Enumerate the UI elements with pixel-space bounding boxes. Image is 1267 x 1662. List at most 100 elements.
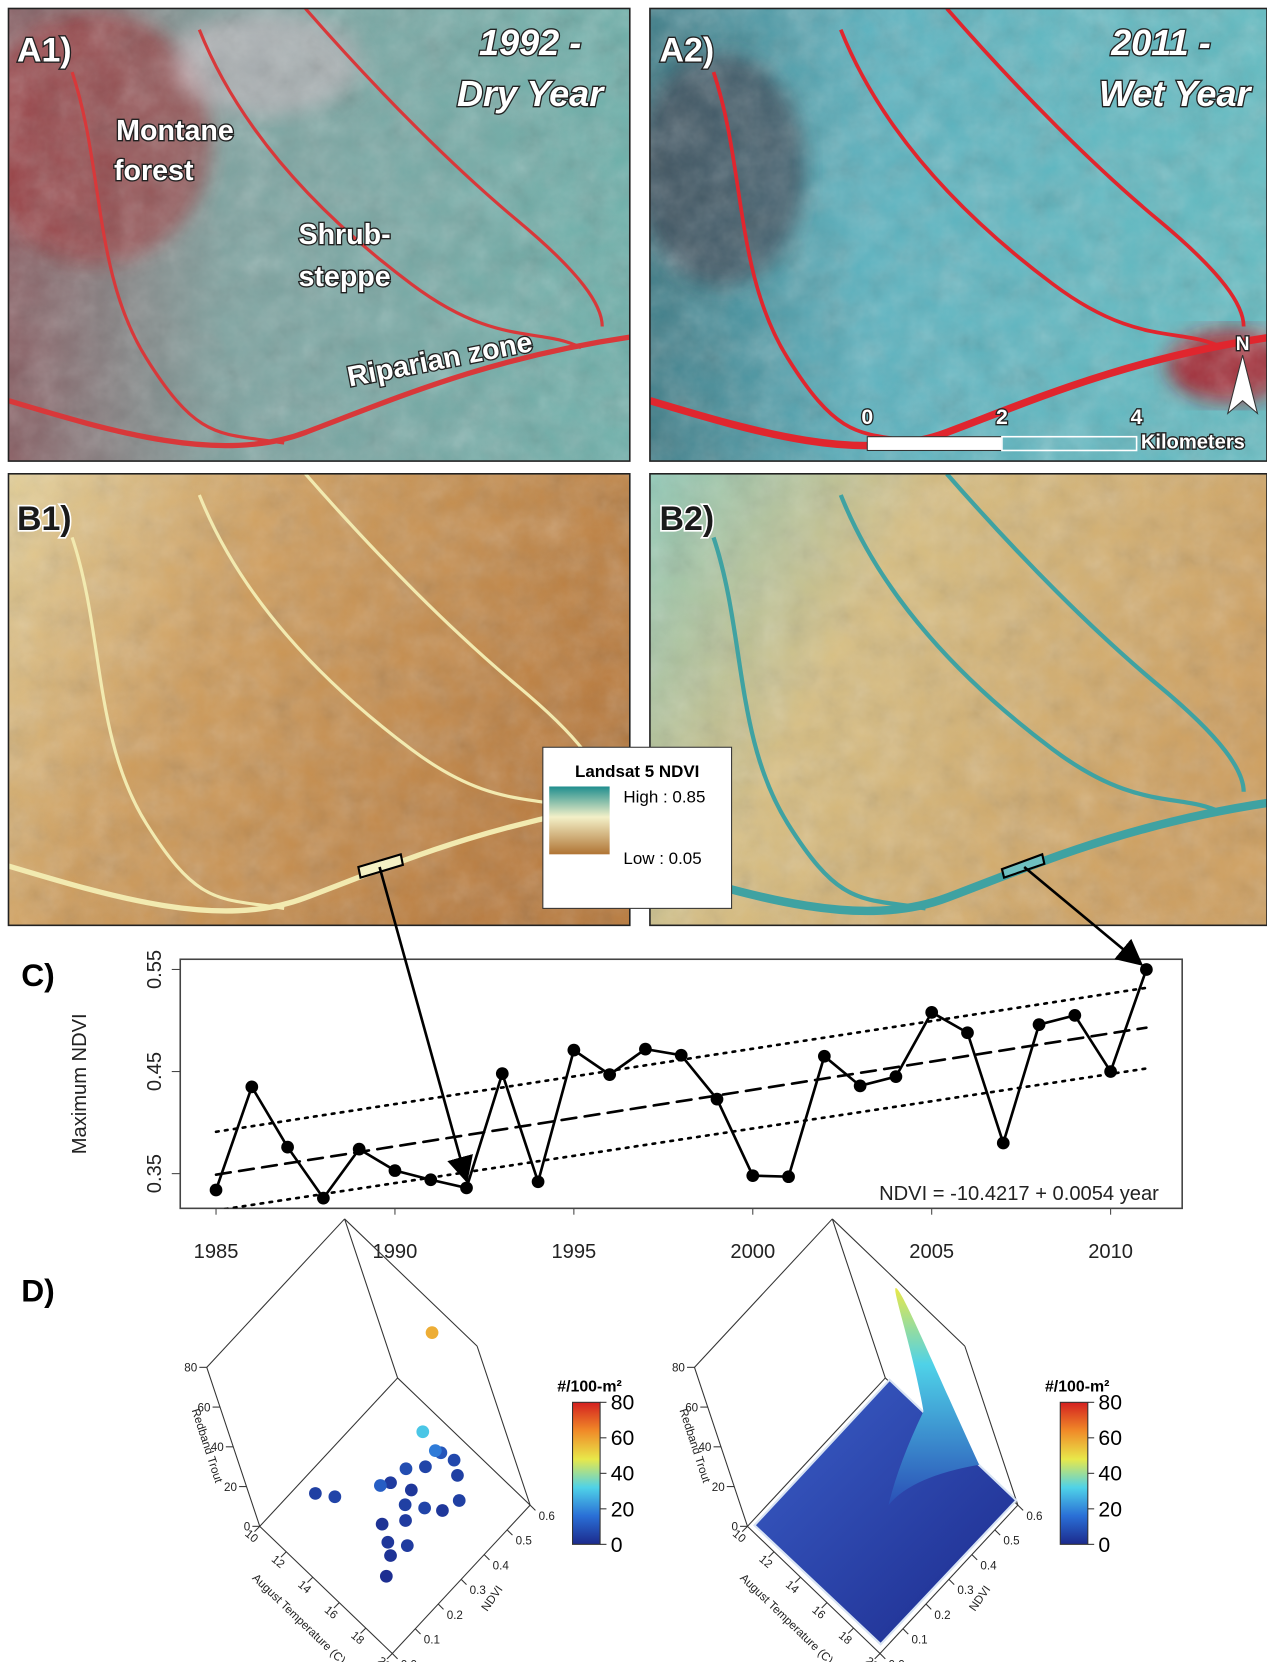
map-title: 1992 - xyxy=(479,22,581,63)
panel-label: D) xyxy=(21,1273,55,1309)
z-tick-label: 20 xyxy=(224,1481,237,1494)
y-tick-label: 0.35 xyxy=(144,1154,166,1193)
y-tick xyxy=(994,1529,1001,1536)
map-b1 xyxy=(8,473,630,926)
data-point xyxy=(639,1042,652,1056)
colorbar-tick-label: 40 xyxy=(1098,1463,1122,1486)
data-point xyxy=(328,1490,342,1504)
data-point xyxy=(451,1469,464,1482)
y-tick xyxy=(902,1628,909,1635)
z-tick-label: 80 xyxy=(184,1362,197,1375)
data-point xyxy=(374,1479,387,1492)
y-tick-label: 0.55 xyxy=(144,950,166,989)
z-tick-label: 0 xyxy=(731,1521,738,1534)
data-point xyxy=(352,1142,366,1156)
surface-peak xyxy=(888,1288,980,1506)
x-tick-label: 16 xyxy=(322,1604,340,1622)
colorbar-tick-label: 20 xyxy=(611,1498,635,1521)
box-edge xyxy=(747,1377,886,1527)
z-tick-label: 40 xyxy=(698,1441,711,1454)
x-tick-label: 2005 xyxy=(909,1241,954,1263)
y-tick-label: 0.45 xyxy=(144,1052,166,1091)
y-tick-label: 0.3 xyxy=(470,1584,486,1597)
data-point xyxy=(1068,1009,1082,1022)
scale-bar xyxy=(1001,435,1138,452)
panel-label: C) xyxy=(21,957,55,993)
map-texture xyxy=(8,8,630,462)
scale-label: 2 xyxy=(996,406,1008,429)
y-tick-label: 0.0 xyxy=(888,1658,905,1662)
data-point xyxy=(447,1453,461,1467)
data-point xyxy=(1104,1065,1117,1078)
y-tick xyxy=(437,1603,444,1610)
x-tick xyxy=(768,1551,775,1558)
map-annotation: steppe xyxy=(298,261,390,293)
annotation: NDVI = -10.4217 + 0.0054 year xyxy=(879,1183,1159,1205)
data-point xyxy=(674,1048,688,1062)
panel-frame xyxy=(7,7,631,462)
y-tick xyxy=(948,1578,955,1585)
box-edge xyxy=(831,1218,966,1347)
data-point xyxy=(399,1514,412,1527)
trend-line xyxy=(220,1067,1148,1209)
data-point xyxy=(419,1460,432,1474)
y-axis-label: Maximum NDVI xyxy=(69,1013,91,1154)
colorbar-tick-label: 60 xyxy=(611,1427,635,1450)
x-tick-label: 12 xyxy=(269,1553,287,1571)
data-point xyxy=(428,1444,442,1457)
y-tick-label: 0.6 xyxy=(539,1510,555,1523)
data-point xyxy=(925,1005,939,1019)
map-texture xyxy=(649,8,1267,462)
z-tick-label: 20 xyxy=(712,1481,725,1494)
x-tick-label: 16 xyxy=(809,1604,827,1622)
colorbar-title: #/100-m² xyxy=(557,1379,621,1396)
box-edge xyxy=(397,1377,531,1506)
data-point xyxy=(317,1191,330,1205)
callout-arrow xyxy=(378,866,473,1184)
y-tick-label: 0.2 xyxy=(934,1609,950,1622)
data-point xyxy=(603,1068,617,1081)
box-edge xyxy=(259,1377,398,1527)
x-tick xyxy=(821,1602,828,1609)
y-tick-label: 0.1 xyxy=(424,1634,440,1647)
y-tick xyxy=(925,1603,932,1610)
colorbar-tick-label: 40 xyxy=(611,1463,635,1486)
y-tick xyxy=(460,1578,467,1585)
data-point xyxy=(384,1549,397,1562)
y-tick xyxy=(414,1628,421,1635)
x-tick-label: 20 xyxy=(375,1654,394,1662)
data-point xyxy=(209,1183,223,1197)
series-line xyxy=(214,969,1148,1201)
panel-label: A1) xyxy=(17,31,72,69)
y-tick xyxy=(529,1504,536,1511)
z-tick-label: 0 xyxy=(244,1521,251,1534)
colorbar xyxy=(572,1401,601,1545)
trend-lines xyxy=(214,986,1148,1209)
data-point xyxy=(782,1170,795,1184)
y-tick-label: 0.4 xyxy=(980,1559,997,1572)
x-tick xyxy=(333,1602,340,1609)
y-tick-label: 0.5 xyxy=(516,1535,532,1548)
x-tick xyxy=(741,1525,748,1533)
sample-box xyxy=(1000,852,1046,880)
data-point xyxy=(531,1175,545,1189)
plot-frame xyxy=(179,958,1183,1210)
y-tick-label: 0.3 xyxy=(957,1584,973,1597)
trend-line xyxy=(214,1026,1148,1176)
colorbar xyxy=(1059,1401,1089,1545)
data-point xyxy=(416,1425,430,1439)
scale-label: 4 xyxy=(1131,406,1143,429)
y-tick xyxy=(506,1529,513,1536)
data-point xyxy=(398,1498,412,1512)
scale-unit: Kilometers xyxy=(1141,431,1245,453)
y-tick-label: 0.6 xyxy=(1026,1510,1042,1523)
colorbar-tick-label: 80 xyxy=(1098,1392,1122,1415)
box-edge xyxy=(694,1218,833,1368)
y-tick-label: 0.1 xyxy=(911,1634,927,1647)
map-title: Dry Year xyxy=(457,73,605,114)
box-edge xyxy=(344,1218,399,1379)
data-point xyxy=(889,1070,903,1084)
x-tick-label: 1985 xyxy=(194,1241,239,1263)
colorbar-tick-label: 80 xyxy=(611,1392,635,1415)
data-point xyxy=(425,1326,439,1339)
